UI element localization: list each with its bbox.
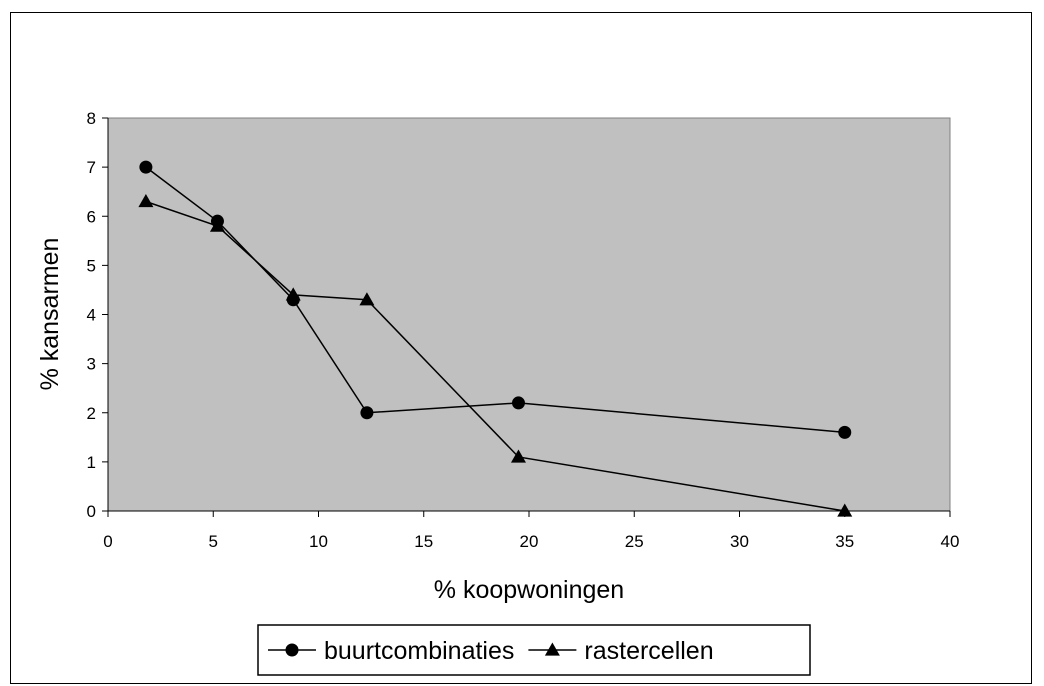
data-point [360, 406, 374, 420]
series-line [145, 200, 845, 512]
data-point [359, 292, 375, 306]
y-axis-title: % kansarmen [36, 238, 64, 391]
y-tick-label: 0 [87, 502, 96, 521]
y-tick-label: 4 [87, 306, 96, 325]
x-tick-label: 5 [209, 532, 218, 551]
legend-item: rastercellen [528, 637, 714, 665]
x-tick-label: 10 [309, 532, 328, 551]
axes: 0 1 2 3 4 5 6 7 8 0 5 10 15 20 25 30 35 40 [87, 109, 960, 551]
legend-marker [544, 642, 560, 656]
legend-item: buurtcombinaties [268, 637, 514, 665]
y-tick-label: 2 [87, 404, 96, 423]
x-tick-label: 25 [625, 532, 644, 551]
data-point [139, 160, 153, 174]
series-line [145, 166, 845, 434]
x-tick-label: 20 [520, 532, 539, 551]
legend: buurtcombinaties rastercellen [257, 624, 811, 676]
data-point [138, 194, 154, 208]
series-layer [138, 160, 853, 517]
y-tick-label: 6 [87, 207, 96, 226]
plot-area [107, 117, 951, 512]
y-tick-label: 3 [87, 355, 96, 374]
data-point [838, 425, 852, 439]
x-axis-title: % koopwoningen [434, 576, 624, 604]
x-tick-label: 0 [103, 532, 112, 551]
y-tick-label: 5 [87, 256, 96, 275]
data-point [209, 218, 225, 232]
legend-marker [285, 643, 299, 657]
x-tick-label: 40 [941, 532, 960, 551]
legend-label: buurtcombinaties [324, 637, 514, 665]
x-tick-label: 15 [414, 532, 433, 551]
y-tick-label: 8 [87, 109, 96, 128]
y-tick-label: 7 [87, 158, 96, 177]
x-tick-label: 30 [730, 532, 749, 551]
data-point [511, 396, 525, 410]
data-point [285, 287, 301, 301]
legend-items: buurtcombinaties rastercellen [268, 637, 714, 665]
legend-label: rastercellen [584, 637, 713, 665]
x-tick-label: 35 [835, 532, 854, 551]
y-tick-label: 1 [87, 453, 96, 472]
series-rastercellen [138, 194, 853, 517]
data-point [510, 449, 526, 463]
data-point [837, 503, 853, 517]
